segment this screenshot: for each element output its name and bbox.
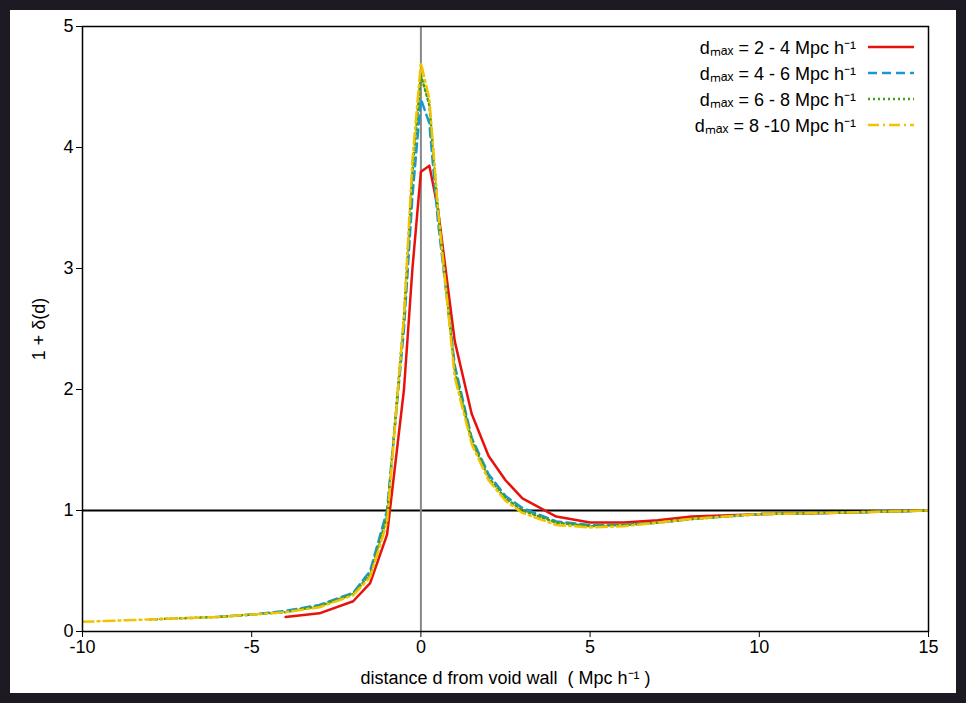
html-text:dₘₐₓ = 6 - 8 Mpc h⁻¹: dₘₐₓ = 6 - 8 Mpc h⁻¹ — [699, 90, 856, 110]
html-text:dₘₐₓ = 4 - 6 Mpc h⁻¹: dₘₐₓ = 4 - 6 Mpc h⁻¹ — [699, 64, 856, 84]
svg-text:4: 4 — [63, 137, 73, 157]
html-text:dₘₐₓ = 8 -10 Mpc h⁻¹: dₘₐₓ = 8 -10 Mpc h⁻¹ — [694, 116, 856, 136]
svg-text:10: 10 — [749, 637, 769, 657]
svg-text:-5: -5 — [244, 637, 260, 657]
svg-text:2: 2 — [63, 379, 73, 399]
svg-text:0: 0 — [63, 621, 74, 642]
svg-text:-10: -10 — [69, 637, 95, 657]
svg-text:5: 5 — [63, 16, 73, 36]
svg-text:0: 0 — [416, 637, 426, 657]
svg-text:1 + δ(d): 1 + δ(d) — [29, 298, 49, 361]
svg-text:5: 5 — [585, 637, 595, 657]
svg-text:3: 3 — [63, 258, 73, 278]
svg-text:15: 15 — [918, 637, 938, 657]
html-text:dₘₐₓ = 2 - 4 Mpc h⁻¹: dₘₐₓ = 2 - 4 Mpc h⁻¹ — [699, 38, 856, 58]
svg-text:1: 1 — [63, 500, 73, 520]
svg-text:distance d from void wall ( M: distance d from void wall ( Mpc h⁻¹ ) — [360, 668, 650, 688]
